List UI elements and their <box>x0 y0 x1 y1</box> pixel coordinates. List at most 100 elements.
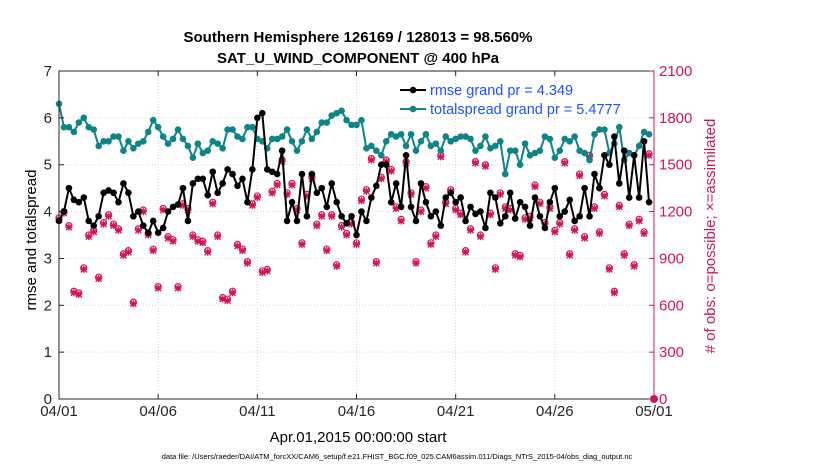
obs-assimilated-point <box>412 259 420 267</box>
obs-assimilated-point <box>536 200 544 208</box>
totalspread-point <box>90 126 98 133</box>
rmse-point <box>432 208 440 215</box>
rmse-point <box>615 180 623 187</box>
totalspread-point <box>169 135 177 143</box>
rmse-point <box>328 180 336 187</box>
totalspread-point <box>229 126 236 133</box>
rmse-point <box>472 210 479 218</box>
totalspread-point <box>343 116 350 124</box>
totalspread-point <box>591 130 598 138</box>
obs-assimilated-point <box>561 159 569 167</box>
rmse-point <box>611 133 618 140</box>
rmse-point <box>258 109 266 117</box>
totalspread-point <box>472 147 479 154</box>
rmse-point <box>506 189 514 197</box>
rmse-point <box>586 212 593 220</box>
obs-assimilated-point <box>253 194 261 202</box>
totalspread-point <box>640 128 648 136</box>
rmse-point <box>358 208 365 215</box>
rmse-point <box>452 198 459 206</box>
obs-assimilated-point <box>119 251 127 259</box>
obs-assimilated-point <box>139 208 147 216</box>
rmse-point <box>149 217 157 225</box>
rmse-point <box>536 212 544 220</box>
totalspread-point <box>556 147 564 154</box>
totalspread-point <box>625 149 633 157</box>
y-tick-label: 1 <box>44 344 52 361</box>
rmse-point <box>581 184 588 192</box>
totalspread-point <box>144 128 152 136</box>
rmse-point <box>209 168 217 176</box>
rmse-point <box>239 175 246 183</box>
rmse-point <box>318 184 326 192</box>
rmse-point <box>467 203 474 211</box>
totalspread-point <box>377 152 385 159</box>
y-tick-label: 4 <box>44 204 52 221</box>
totalspread-point <box>442 133 450 140</box>
rmse-point <box>130 212 137 220</box>
totalspread-point <box>239 135 246 143</box>
rmse-point <box>303 212 311 220</box>
rmse-point <box>521 203 529 211</box>
totalspread-point <box>303 126 311 133</box>
obs-assimilated-point <box>452 206 460 214</box>
obs-assimilated-point <box>526 214 534 222</box>
rmse-point <box>363 217 370 225</box>
totalspread-point <box>457 133 464 140</box>
obs-assimilated-point <box>288 181 296 189</box>
totalspread-point <box>323 119 331 126</box>
obs-assimilated-point <box>149 247 157 255</box>
obs-assimilated-point <box>154 284 162 292</box>
totalspread-point <box>407 130 415 138</box>
rmse-point <box>620 147 628 154</box>
totalspread-point <box>546 135 554 143</box>
totalspread-point <box>130 145 137 152</box>
rmse-point <box>164 208 172 215</box>
totalspread-point <box>477 142 484 150</box>
obs-assimilated-point <box>417 208 425 216</box>
rmse-point <box>135 208 142 215</box>
totalspread-point <box>224 126 231 133</box>
rmse-point <box>501 212 509 220</box>
obs-assimilated-point <box>293 206 301 214</box>
totalspread-point <box>75 119 83 126</box>
totalspread-point <box>427 142 435 150</box>
totalspread-point <box>581 149 588 157</box>
obs-assimilated-point <box>392 204 400 212</box>
rmse-point <box>174 201 182 208</box>
obs-assimilated-point <box>566 251 574 259</box>
totalspread-point <box>412 147 420 154</box>
obs-assimilated-point <box>551 228 559 236</box>
rmse-point <box>278 147 286 154</box>
y2-tick-label: 300 <box>659 344 684 361</box>
totalspread-point <box>586 156 593 164</box>
y-tick-label: 7 <box>44 63 52 80</box>
totalspread-point <box>199 149 207 157</box>
obs-assimilated-point <box>268 189 276 197</box>
obs-assimilated-point <box>556 220 564 228</box>
obs-assimilated-point <box>75 290 83 298</box>
obs-assimilated-point <box>387 167 395 175</box>
rmse-point <box>601 152 608 159</box>
obs-assimilated-point <box>591 204 598 212</box>
rmse-point <box>229 170 236 178</box>
rmse-point <box>635 194 643 201</box>
totalspread-point <box>521 140 529 147</box>
totalspread-point <box>482 133 489 140</box>
rmse-point <box>244 198 251 206</box>
obs-assimilated-point <box>328 212 336 220</box>
totalspread-point <box>516 161 524 169</box>
plot-area: 04/01 04/06 04/11 04/16 04/21 04/26 05/0101234… <box>40 63 692 420</box>
rmse-point <box>144 229 152 236</box>
x-tick-label: 04/01 <box>40 403 78 420</box>
rmse-point <box>298 170 306 178</box>
obs-assimilated-point <box>124 248 132 256</box>
totalspread-point <box>194 140 202 147</box>
obs-assimilated-point <box>189 233 197 241</box>
rmse-point <box>576 212 583 220</box>
obs-assimilated-point <box>457 211 465 219</box>
totalspread-point <box>244 123 251 131</box>
rmse-point <box>531 194 539 201</box>
rmse-point <box>189 180 197 187</box>
obs-assimilated-point <box>377 175 385 183</box>
